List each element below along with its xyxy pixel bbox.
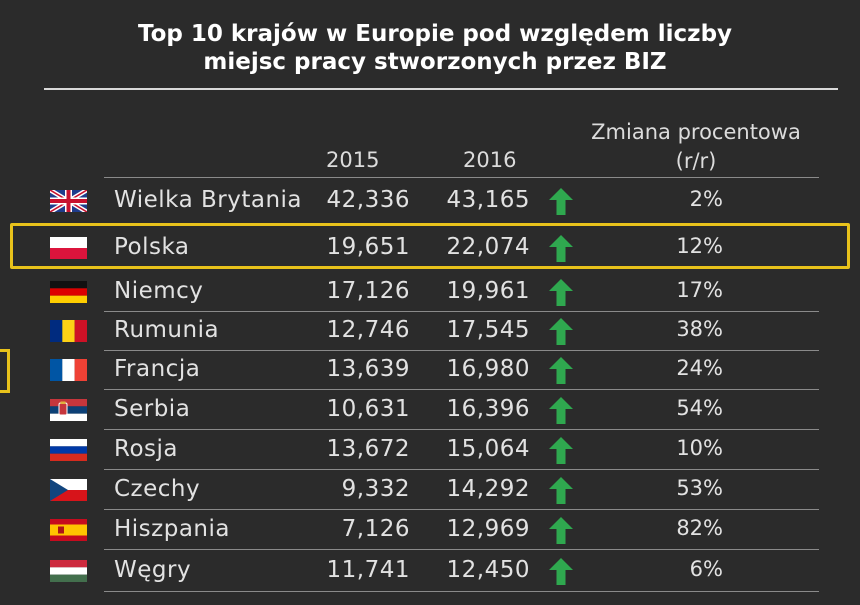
france-flag-icon <box>50 359 87 381</box>
title-divider <box>44 88 838 90</box>
value-2015: 9,332 <box>341 476 410 502</box>
value-2015: 12,746 <box>326 317 410 343</box>
value-2016: 22,074 <box>446 234 530 260</box>
country-name: Węgry <box>114 557 192 583</box>
value-2016: 14,292 <box>446 476 530 502</box>
row-divider <box>104 311 819 312</box>
up-arrow-icon <box>549 357 573 384</box>
row-divider <box>104 469 819 470</box>
table-row: Czechy 9,332 14,292 53% <box>44 470 819 510</box>
percent-change: 82% <box>676 516 723 540</box>
germany-flag-icon <box>50 281 87 303</box>
value-2016: 12,450 <box>446 557 530 583</box>
value-2016: 19,961 <box>446 278 530 304</box>
country-name: Czechy <box>114 476 201 502</box>
percent-change: 12% <box>676 234 723 258</box>
hungary-flag-icon <box>50 560 87 582</box>
value-2015: 42,336 <box>326 187 410 213</box>
title-line-1: Top 10 krajów w Europie pod względem lic… <box>137 21 733 47</box>
row-divider <box>104 389 819 390</box>
romania-flag-icon <box>50 320 87 342</box>
value-2015: 19,651 <box>326 234 410 260</box>
value-2016: 17,545 <box>446 317 530 343</box>
value-2015: 11,741 <box>326 557 410 583</box>
value-2016: 16,980 <box>446 356 530 382</box>
uk-flag-icon <box>50 190 87 212</box>
value-2016: 16,396 <box>446 396 530 422</box>
table-row: Hiszpania 7,126 12,969 82% <box>44 510 819 550</box>
up-arrow-icon <box>549 188 573 215</box>
up-arrow-icon <box>549 279 573 306</box>
value-2015: 13,672 <box>326 436 410 462</box>
value-2015: 7,126 <box>341 516 410 542</box>
side-highlight-marker <box>0 349 10 393</box>
row-divider <box>104 429 819 430</box>
change-header-line-1: Zmiana procentowa <box>591 120 801 144</box>
row-divider <box>104 350 819 351</box>
russia-flag-icon <box>50 439 87 461</box>
poland-flag-icon <box>50 237 87 259</box>
value-2016: 43,165 <box>446 187 530 213</box>
table-row: Niemcy 17,126 19,961 17% <box>44 272 819 312</box>
country-name: Wielka Brytania <box>114 187 303 213</box>
column-header-2015: 2015 <box>326 148 380 172</box>
country-name: Niemcy <box>114 278 204 304</box>
percent-change: 17% <box>676 278 723 302</box>
table-row: Francja 13,639 16,980 24% <box>44 350 819 390</box>
czech-flag-icon <box>50 479 87 501</box>
country-name: Rumunia <box>114 317 220 343</box>
highlight-frame <box>10 223 850 269</box>
value-2016: 12,969 <box>446 516 530 542</box>
percent-change: 38% <box>676 317 723 341</box>
percent-change: 10% <box>676 436 723 460</box>
value-2015: 17,126 <box>326 278 410 304</box>
value-2015: 13,639 <box>326 356 410 382</box>
row-divider <box>104 549 819 550</box>
value-2015: 10,631 <box>326 396 410 422</box>
table-row: Polska 19,651 22,074 12% <box>44 228 819 268</box>
percent-change: 53% <box>676 476 723 500</box>
percent-change: 24% <box>676 356 723 380</box>
country-name: Rosja <box>114 436 178 462</box>
title-line-2: miejsc pracy stworzonych przez BIZ <box>203 49 667 75</box>
row-divider <box>104 509 819 510</box>
percent-change: 54% <box>676 396 723 420</box>
spain-flag-icon <box>50 519 87 541</box>
up-arrow-icon <box>549 517 573 544</box>
country-name: Polska <box>114 234 190 260</box>
table-bottom-divider <box>104 591 819 592</box>
column-header-2016: 2016 <box>463 148 517 172</box>
up-arrow-icon <box>549 397 573 424</box>
percent-change: 6% <box>689 557 723 581</box>
header-divider <box>104 177 819 178</box>
country-name: Francja <box>114 356 201 382</box>
column-header-change: Zmiana procentowa (r/r) <box>565 118 827 176</box>
table-row: Węgry 11,741 12,450 6% <box>44 551 819 591</box>
table-row: Serbia 10,631 16,396 54% <box>44 390 819 430</box>
country-name: Serbia <box>114 396 191 422</box>
country-name: Hiszpania <box>114 516 230 542</box>
chart-title: Top 10 krajów w Europie pod względem lic… <box>40 20 830 76</box>
serbia-flag-icon <box>50 399 87 421</box>
value-2016: 15,064 <box>446 436 530 462</box>
up-arrow-icon <box>549 318 573 345</box>
up-arrow-icon <box>549 558 573 585</box>
up-arrow-icon <box>549 235 573 262</box>
table-row: Wielka Brytania 42,336 43,165 2% <box>44 177 819 221</box>
table-row: Rosja 13,672 15,064 10% <box>44 430 819 470</box>
up-arrow-icon <box>549 477 573 504</box>
change-header-line-2: (r/r) <box>675 149 717 173</box>
up-arrow-icon <box>549 437 573 464</box>
percent-change: 2% <box>689 187 723 211</box>
table-row: Rumunia 12,746 17,545 38% <box>44 311 819 351</box>
